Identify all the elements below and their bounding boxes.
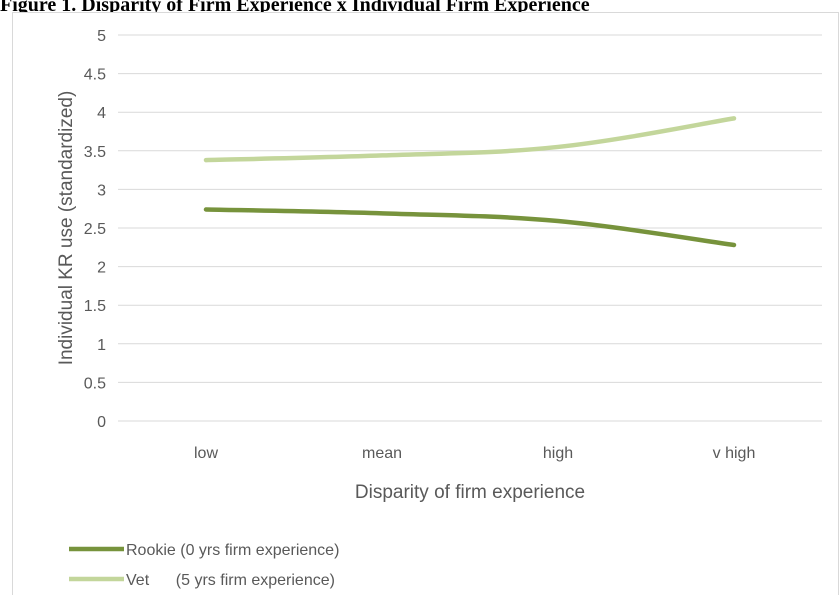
chart-frame <box>12 12 839 595</box>
y-tick-label: 1.5 <box>84 298 106 315</box>
y-axis-title: Individual KR use (standardized) <box>56 91 77 366</box>
x-tick-label: high <box>543 445 573 462</box>
y-tick-label: 4.5 <box>84 67 106 84</box>
series-line-1 <box>203 116 737 163</box>
y-tick-label: 1 <box>97 337 106 354</box>
x-axis-ticks: low mean high v high <box>194 445 755 462</box>
y-tick-label: 3.5 <box>84 144 106 161</box>
x-axis-title: Disparity of firm experience <box>355 482 585 503</box>
y-tick-label: 4 <box>97 105 106 122</box>
legend-label-rookie: Rookie (0 yrs firm experience) <box>126 542 339 559</box>
y-tick-label: 0.5 <box>84 375 106 392</box>
gridlines <box>118 34 822 422</box>
series-line-0 <box>203 207 737 248</box>
legend-label-vet: Vet (5 yrs firm experience) <box>126 572 335 589</box>
y-tick-label: 0 <box>97 414 106 431</box>
y-tick-label: 3 <box>97 182 106 199</box>
y-axis-ticks: 0 0.5 1 1.5 2 2.5 3 3.5 4 4.5 5 <box>84 28 106 431</box>
x-tick-label: v high <box>713 445 756 462</box>
y-tick-label: 2.5 <box>84 221 106 238</box>
y-tick-label: 2 <box>97 260 106 277</box>
x-tick-label: mean <box>362 445 402 462</box>
legend: Rookie (0 yrs firm experience) Vet (5 yr… <box>69 542 339 589</box>
x-tick-label: low <box>194 445 218 462</box>
series-lines <box>203 116 737 248</box>
y-tick-label: 5 <box>97 28 106 45</box>
